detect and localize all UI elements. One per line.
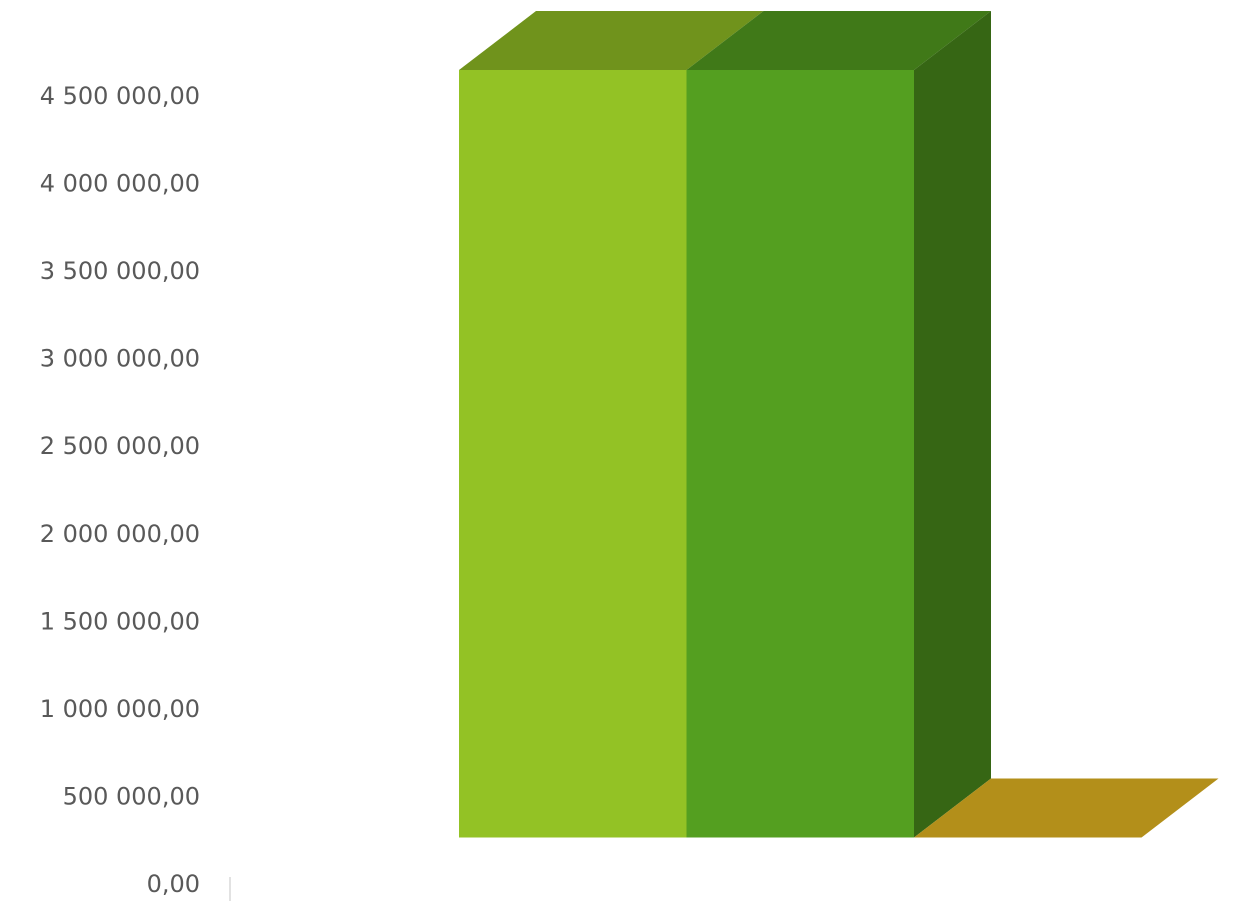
bar-top-face <box>459 11 764 70</box>
y-tick-label: 3 500 000,00 <box>40 257 200 285</box>
y-tick-label: 2 000 000,00 <box>40 520 200 548</box>
bar <box>459 11 764 838</box>
y-tick-label: 1 500 000,00 <box>40 607 200 635</box>
bar-front-face <box>459 70 687 838</box>
bar-side-face <box>914 11 991 838</box>
bar <box>686 11 991 838</box>
y-tick-label: 1 000 000,00 <box>40 695 200 723</box>
bar <box>914 778 1219 838</box>
y-tick-label: 4 500 000,00 <box>40 82 200 110</box>
bar-series-group <box>459 11 1219 838</box>
y-tick-label: 2 500 000,00 <box>40 432 200 460</box>
y-axis-tick-labels: 0,00 500 000,00 1 000 000,00 1 500 000,00 2 … <box>40 82 200 898</box>
bar-top-face <box>914 778 1219 838</box>
y-tick-label: 0,00 <box>147 870 200 898</box>
bar-front-face <box>686 70 914 838</box>
y-tick-label: 4 000 000,00 <box>40 170 200 198</box>
y-tick-label: 500 000,00 <box>63 782 200 810</box>
bar-top-face <box>686 11 991 70</box>
y-tick-label: 3 000 000,00 <box>40 345 200 373</box>
